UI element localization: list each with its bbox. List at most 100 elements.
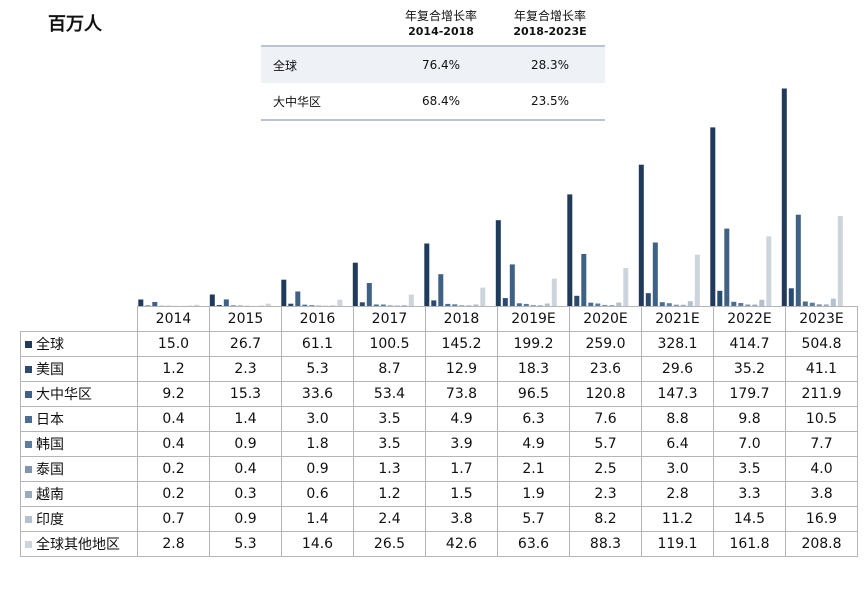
bar-2023E-印度 bbox=[830, 298, 836, 306]
bar-2016-韩国 bbox=[309, 305, 315, 306]
data-label: 73.8 bbox=[425, 381, 498, 407]
bar-2017-印度 bbox=[401, 305, 407, 306]
tick-label: 2022E bbox=[713, 306, 786, 332]
cagr-cell: 68.4% bbox=[387, 83, 496, 121]
data-label: 12.9 bbox=[425, 356, 498, 382]
legend-entry: 大中华区 bbox=[20, 381, 138, 407]
data-label: 5.7 bbox=[497, 506, 570, 532]
bar-2019E-美国 bbox=[502, 298, 508, 306]
data-label: 1.4 bbox=[281, 506, 354, 532]
bar-2021E-印度 bbox=[687, 301, 693, 306]
data-label: 8.8 bbox=[641, 406, 714, 432]
data-label: 16.9 bbox=[785, 506, 858, 532]
legend-entry: 越南 bbox=[20, 481, 138, 507]
table-row: 日本 0.4 1.4 3.0 3.5 4.9 6.3 7.6 8.8 9.8 10.5 bbox=[20, 406, 858, 432]
cagr-header-1-line2: 2014-2018 bbox=[408, 25, 474, 38]
data-label: 0.9 bbox=[281, 456, 354, 482]
data-label: 161.8 bbox=[713, 531, 786, 557]
cagr-header-1-line1: 年复合增长率 bbox=[405, 9, 478, 23]
tick-label: 2016 bbox=[281, 306, 354, 332]
bar-2018-印度 bbox=[473, 304, 479, 306]
legend-swatch bbox=[25, 416, 32, 423]
bar-2017-全球 bbox=[352, 262, 358, 306]
data-label: 11.2 bbox=[641, 506, 714, 532]
bar-2022E-日本 bbox=[731, 301, 737, 306]
cagr-corner bbox=[261, 0, 387, 47]
bar-2018-韩国 bbox=[452, 304, 458, 306]
bar-2015-大中华区 bbox=[223, 299, 229, 306]
bar-2016-全球 bbox=[281, 279, 287, 306]
bar-2017-日本 bbox=[373, 304, 379, 306]
data-label: 3.5 bbox=[713, 456, 786, 482]
bar-2014-大中华区 bbox=[152, 302, 158, 306]
legend-label: 大中华区 bbox=[36, 387, 92, 403]
data-label: 145.2 bbox=[425, 331, 498, 357]
bar-2021E-全球 bbox=[638, 164, 644, 306]
bar-2014-全球 bbox=[138, 299, 144, 306]
data-label: 88.3 bbox=[569, 531, 642, 557]
legend-label: 全球 bbox=[36, 337, 64, 353]
data-label: 6.3 bbox=[497, 406, 570, 432]
bar-2022E-大中华区 bbox=[724, 228, 730, 306]
data-label: 53.4 bbox=[353, 381, 426, 407]
data-label: 211.9 bbox=[785, 381, 858, 407]
bar-2020E-美国 bbox=[574, 295, 580, 306]
table-row: 大中华区 9.2 15.3 33.6 53.4 73.8 96.5 120.8 147.3 179… bbox=[20, 381, 858, 407]
legend-swatch bbox=[25, 541, 32, 548]
bar-2017-越南 bbox=[394, 305, 400, 306]
data-table-header-row: 2014 2015 2016 2017 2018 2019E 2020E 2021E 2022E… bbox=[21, 306, 858, 332]
data-label: 3.0 bbox=[641, 456, 714, 482]
table-row: 韩国 0.4 0.9 1.8 3.5 3.9 4.9 5.7 6.4 7.0 7.7 bbox=[20, 431, 858, 457]
data-label: 8.2 bbox=[569, 506, 642, 532]
bar-2023E-大中华区 bbox=[795, 214, 801, 306]
legend-label: 泰国 bbox=[36, 462, 64, 478]
data-label: 2.3 bbox=[209, 356, 282, 382]
data-label: 208.8 bbox=[785, 531, 858, 557]
data-label: 259.0 bbox=[569, 331, 642, 357]
bar-2021E-美国 bbox=[645, 293, 651, 306]
bar-2015-全球其他地区 bbox=[265, 303, 271, 306]
data-label: 26.5 bbox=[353, 531, 426, 557]
data-label: 6.4 bbox=[641, 431, 714, 457]
data-label: 8.7 bbox=[353, 356, 426, 382]
data-table-corner bbox=[21, 307, 138, 332]
cagr-cell: 76.4% bbox=[421, 58, 461, 72]
legend-label: 韩国 bbox=[36, 437, 64, 453]
bar-2015-日本 bbox=[230, 305, 236, 306]
data-label: 2.1 bbox=[497, 456, 570, 482]
bar-2018-日本 bbox=[445, 303, 451, 306]
data-label: 2.8 bbox=[137, 531, 210, 557]
data-label: 96.5 bbox=[497, 381, 570, 407]
data-label: 179.7 bbox=[713, 381, 786, 407]
bar-2021E-大中华区 bbox=[652, 242, 658, 306]
legend-entry: 泰国 bbox=[20, 456, 138, 482]
legend-entry: 美国 bbox=[20, 356, 138, 382]
data-label: 23.6 bbox=[569, 356, 642, 382]
bar-2016-全球其他地区 bbox=[337, 299, 343, 306]
data-label: 0.4 bbox=[209, 456, 282, 482]
cagr-cell: 23.5% bbox=[495, 83, 605, 121]
data-label: 42.6 bbox=[425, 531, 498, 557]
data-label: 0.6 bbox=[281, 481, 354, 507]
data-label: 0.4 bbox=[137, 431, 210, 457]
table-row: 全球 15.0 26.7 61.1 100.5 145.2 199.2 259.0 328.1 4… bbox=[20, 331, 858, 357]
bar-2014-全球其他地区 bbox=[194, 304, 200, 306]
data-label: 18.3 bbox=[497, 356, 570, 382]
data-label: 5.3 bbox=[209, 531, 282, 557]
bar-2022E-全球 bbox=[710, 127, 716, 306]
data-label: 1.8 bbox=[281, 431, 354, 457]
bar-2022E-美国 bbox=[717, 290, 723, 306]
bar-chart bbox=[138, 88, 843, 306]
bar-2022E-越南 bbox=[752, 304, 758, 306]
data-label: 4.9 bbox=[497, 431, 570, 457]
legend-label: 日本 bbox=[36, 412, 64, 428]
table-row: 美国 1.2 2.3 5.3 8.7 12.9 18.3 23.6 29.6 35.2 41.1 bbox=[20, 356, 858, 382]
bar-2017-美国 bbox=[359, 302, 365, 306]
data-label: 1.3 bbox=[353, 456, 426, 482]
bar-2018-大中华区 bbox=[438, 274, 444, 306]
cagr-header-2-line2: 2018-2023E bbox=[513, 25, 587, 38]
data-label: 14.5 bbox=[713, 506, 786, 532]
data-label: 15.3 bbox=[209, 381, 282, 407]
data-label: 3.0 bbox=[281, 406, 354, 432]
bar-2022E-泰国 bbox=[745, 304, 751, 306]
